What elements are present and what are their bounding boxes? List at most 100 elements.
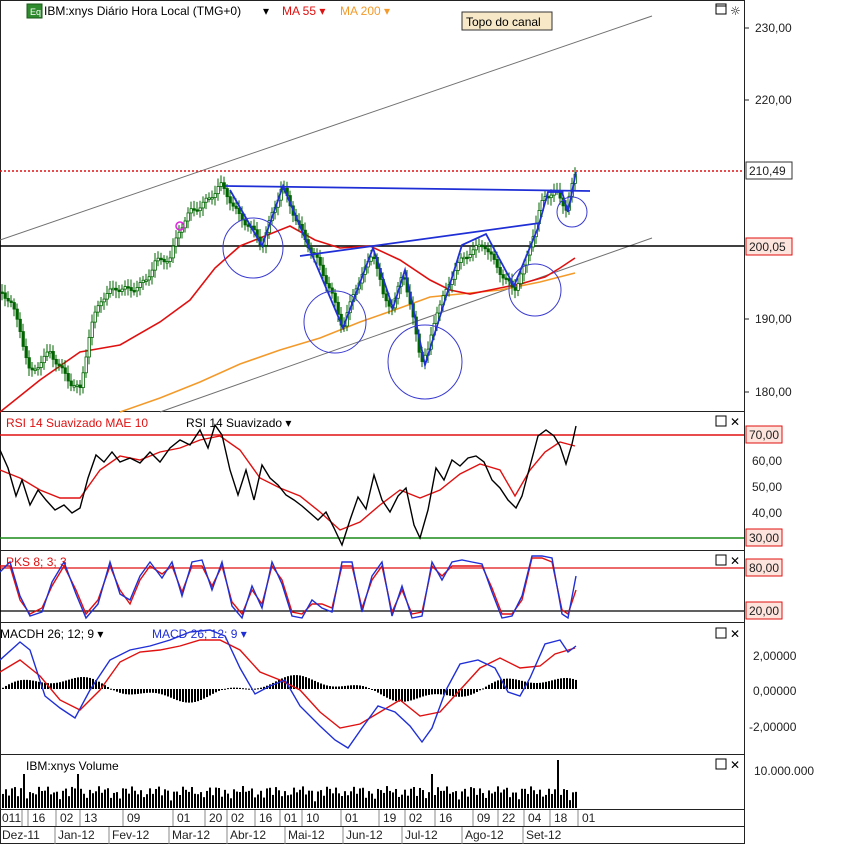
month-label: Set-12 — [526, 828, 562, 842]
price-tick-190: 190,00 — [755, 312, 792, 326]
macd-hist-bar — [344, 685, 346, 689]
main-panel-controls[interactable]: ☼ — [715, 3, 741, 18]
volume-bar — [542, 796, 544, 808]
candle-body — [45, 351, 49, 357]
volume-bar — [47, 786, 49, 808]
macd-hist-bar — [44, 682, 46, 689]
pks-axis: 80,00 20,00 — [745, 558, 783, 620]
macd-axis: 2,00000 0,00000 -2,00000 — [749, 649, 797, 734]
rsi-close-icon[interactable]: ✕ — [730, 415, 740, 429]
macd-hist-bar — [389, 689, 391, 700]
last-price-label: 210,49 — [749, 164, 786, 178]
volume-bar — [53, 792, 55, 808]
macd-panel-controls[interactable]: ✕ — [715, 627, 740, 641]
volume-bar — [470, 787, 472, 808]
volume-bar — [143, 797, 145, 808]
volume-bar — [263, 797, 265, 808]
macd-plot — [0, 629, 577, 749]
macd-legend[interactable]: MACD 26; 12; 9 ▾ — [152, 627, 247, 641]
symbol-dropdown-icon[interactable]: ▾ — [263, 4, 269, 18]
macd-maximize-icon[interactable] — [715, 627, 727, 639]
volume-bar — [62, 790, 64, 808]
volume-maximize-icon[interactable] — [715, 758, 727, 770]
volume-bar — [224, 789, 226, 808]
rsi-axis: 70,00 60,00 50,00 40,00 30,00 — [745, 425, 783, 547]
candle-body — [513, 286, 517, 291]
volume-bar — [11, 788, 13, 808]
volume-bar — [347, 795, 349, 808]
month-label: Jan-12 — [58, 828, 95, 842]
candle-body — [210, 197, 214, 200]
volume-bar — [320, 790, 322, 808]
day-label: 10 — [306, 811, 320, 825]
month-label: Mar-12 — [172, 828, 210, 842]
sun-icon[interactable]: ☼ — [730, 4, 741, 18]
volume-bar — [341, 796, 343, 808]
volume-bar — [494, 791, 496, 808]
volume-bar — [305, 794, 307, 808]
macd-hist-bar — [413, 689, 415, 700]
candle-body — [522, 264, 526, 275]
candle-body — [75, 384, 79, 387]
channel-lower-line — [159, 237, 653, 413]
annotation-box[interactable] — [461, 11, 553, 31]
candle-body — [159, 257, 163, 261]
neckline-rising — [299, 222, 541, 257]
month-label: Jul-12 — [405, 828, 438, 842]
volume-bar — [488, 790, 490, 808]
macd-hist-bar — [455, 689, 457, 697]
pks-panel-frame — [0, 550, 745, 623]
macd-hist-bar — [2, 687, 4, 689]
rsi-maximize-icon[interactable] — [715, 415, 727, 427]
rsi-mae-legend[interactable]: RSI 14 Suavizado MAE 10 — [6, 416, 148, 430]
ma200-legend[interactable]: MA 200 ▾ — [340, 4, 390, 18]
pks-panel-controls[interactable]: ✕ — [715, 554, 740, 568]
macd-hist-bar — [416, 689, 418, 699]
pks-maximize-icon[interactable] — [715, 554, 727, 566]
pattern-circles — [222, 196, 588, 400]
candle-body — [96, 305, 100, 313]
macd-hist-bar — [77, 677, 79, 689]
macd-signal-line — [0, 639, 576, 729]
volume-tick: 10.000.000 — [754, 764, 814, 778]
volume-bar — [533, 790, 535, 808]
macd-hist-bar — [488, 684, 490, 689]
volume-bar — [71, 786, 73, 808]
candle-body — [126, 286, 130, 289]
candle-body — [492, 253, 496, 260]
pks-close-icon[interactable]: ✕ — [730, 554, 740, 568]
volume-bar — [182, 786, 184, 808]
macd-hist-bar — [14, 681, 16, 689]
day-label: 16 — [439, 811, 453, 825]
volume-panel-controls[interactable]: ✕ — [715, 758, 740, 772]
volume-bar — [254, 797, 256, 808]
candle-body — [120, 288, 124, 292]
macd-hist-bar — [224, 688, 226, 690]
symbol-title[interactable]: IBM:xnys Diário Hora Local (TMG+0) — [44, 4, 241, 18]
volume-bar — [77, 774, 79, 808]
pks-legend[interactable]: PKS 8; 3; 3 — [6, 555, 67, 569]
ma55-legend[interactable]: MA 55 ▾ — [282, 4, 325, 18]
x-axis: 011 16 02 13 09 01 20 02 16 01 10 01 19 02 16 09 22 04 18 0… — [2, 810, 596, 844]
volume-bar — [434, 795, 436, 808]
volume-bar — [368, 791, 370, 808]
volume-bar — [110, 797, 112, 808]
volume-bar — [227, 793, 229, 808]
circle-2 — [303, 290, 367, 354]
candle-body — [111, 287, 115, 291]
maximize-icon[interactable] — [715, 3, 727, 15]
volume-legend[interactable]: IBM:xnys Volume — [26, 759, 119, 773]
macd-close-icon[interactable]: ✕ — [730, 627, 740, 641]
volume-bar — [275, 787, 277, 808]
rsi-panel-controls[interactable]: ✕ — [715, 415, 740, 429]
candle-body — [369, 256, 373, 262]
volume-bar — [284, 791, 286, 808]
macdh-legend[interactable]: MACDH 26; 12; 9 ▾ — [0, 627, 103, 641]
candle-body — [483, 246, 487, 250]
volume-bar — [476, 794, 478, 808]
price-tick-230: 230,00 — [755, 21, 792, 35]
volume-close-icon[interactable]: ✕ — [730, 758, 740, 772]
candle-body — [201, 201, 205, 209]
rsi-legend[interactable]: RSI 14 Suavizado ▾ — [186, 416, 291, 430]
macd-hist-bar — [509, 678, 511, 689]
